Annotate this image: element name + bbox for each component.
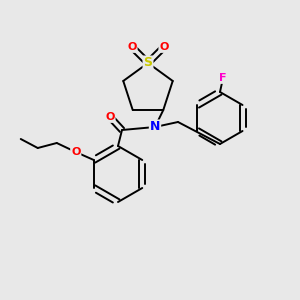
Text: O: O [127,42,137,52]
Text: O: O [159,42,169,52]
Text: F: F [219,73,227,83]
Text: N: N [150,121,160,134]
Text: O: O [71,147,80,157]
Text: O: O [105,112,115,122]
Text: S: S [143,56,152,70]
